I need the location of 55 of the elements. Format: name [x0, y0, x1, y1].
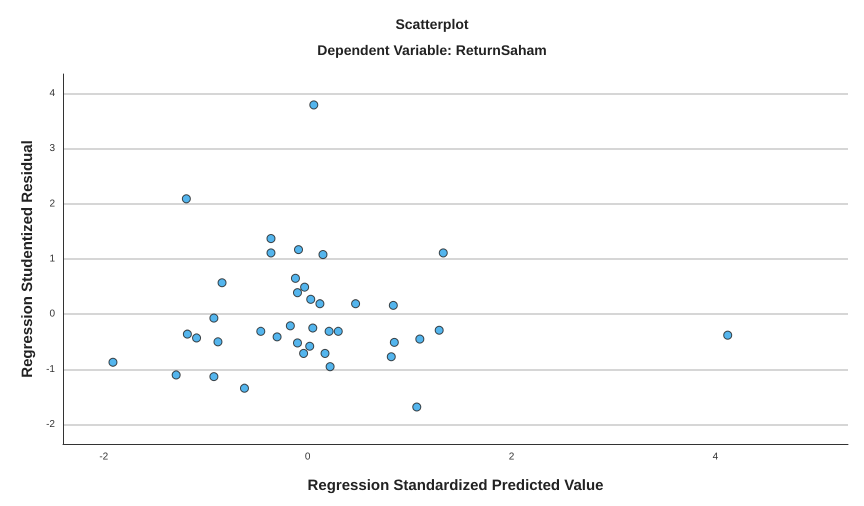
point [351, 299, 360, 308]
point [318, 250, 328, 260]
point [415, 334, 424, 344]
point [309, 100, 318, 110]
point [272, 332, 282, 342]
point [320, 348, 330, 358]
point [438, 248, 448, 258]
point [326, 362, 335, 372]
x-tick-label: 2 [508, 452, 515, 462]
point [209, 314, 218, 323]
point [300, 282, 310, 292]
point [294, 245, 303, 254]
point [240, 384, 249, 393]
point [256, 326, 266, 336]
chart-title: Scatterplot [395, 16, 469, 32]
point [386, 352, 396, 362]
y-tick-label: -2 [46, 419, 56, 430]
point [213, 337, 222, 346]
point [723, 330, 732, 340]
point [290, 274, 300, 283]
point [308, 324, 318, 333]
y-tick-label: 3 [49, 143, 56, 154]
point [172, 370, 181, 380]
point [412, 402, 422, 412]
point [334, 326, 343, 336]
chart-subtitle: Dependent Variable: ReturnSaham [317, 42, 547, 58]
point [266, 248, 276, 258]
x-axis-title: Regression Standardized Predicted Value [308, 477, 604, 494]
point [315, 299, 324, 308]
y-tick-label: 0 [49, 308, 56, 320]
point [388, 300, 398, 310]
x-tick-label: 4 [712, 452, 719, 462]
point [324, 326, 334, 336]
point [192, 333, 202, 342]
y-tick-label: 4 [49, 88, 56, 99]
point [292, 288, 302, 298]
point [209, 372, 218, 382]
y-tick-label: 2 [49, 198, 56, 210]
point [299, 348, 308, 358]
point [292, 338, 302, 348]
y-axis-title: Regression Studentized Residual [19, 140, 36, 378]
point [286, 321, 295, 330]
point [390, 338, 399, 347]
x-tick-label: 0 [304, 452, 311, 462]
y-tick-label: -1 [46, 364, 56, 375]
point [434, 326, 444, 335]
y-tick-label: 1 [49, 254, 56, 264]
point [182, 330, 192, 339]
point [266, 234, 276, 244]
point [218, 278, 227, 288]
point [306, 294, 316, 304]
point [305, 342, 314, 351]
point [108, 358, 118, 367]
point [182, 194, 191, 204]
x-tick-label: -2 [99, 452, 109, 462]
